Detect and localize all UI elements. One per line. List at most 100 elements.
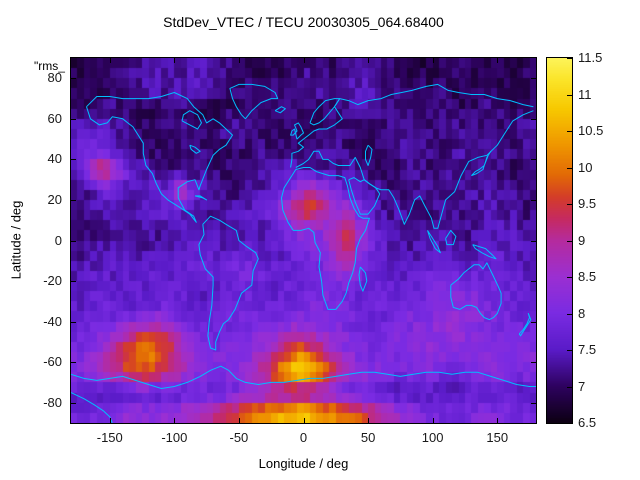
coastline — [86, 92, 233, 223]
colorbar-tick-mark — [567, 350, 572, 351]
x-tick-mark — [303, 418, 305, 423]
y-tick-mark — [71, 159, 76, 161]
colorbar-tick-label: 8 — [578, 305, 586, 321]
key-label: "rms_ — [34, 59, 65, 73]
colorbar-tick-mark — [567, 94, 572, 96]
x-tick-mark — [303, 58, 305, 63]
colorbar-tick-label: 9.5 — [578, 196, 597, 211]
y-tick-label: 80 — [47, 70, 62, 86]
x-tick-label: -100 — [161, 430, 188, 445]
y-tick-label: -80 — [43, 394, 62, 410]
colorbar-tick-label: 9 — [578, 232, 586, 248]
y-tick-mark — [531, 281, 536, 283]
y-tick-label: 40 — [47, 151, 62, 167]
coastline — [194, 195, 208, 201]
coastline — [198, 215, 259, 351]
y-tick-mark — [71, 118, 76, 120]
colorbar-tick-label: 11 — [578, 86, 592, 102]
x-tick-mark — [432, 58, 434, 63]
y-tick-mark — [531, 159, 536, 161]
colorbar-tick-label: 6.5 — [578, 415, 597, 430]
coastline — [181, 110, 202, 130]
colorbar-tick-mark — [567, 131, 572, 132]
coastline — [71, 392, 113, 423]
x-tick-mark — [174, 58, 176, 63]
y-tick-mark — [71, 78, 76, 80]
x-tick-mark — [432, 418, 434, 423]
coastline — [290, 122, 304, 140]
coastline — [445, 229, 457, 246]
coastline — [71, 365, 536, 389]
colorbar-tick-label: 11.5 — [578, 50, 603, 65]
y-tick-mark — [71, 199, 76, 201]
coastline — [472, 244, 497, 260]
colorbar-tick-mark — [567, 277, 572, 278]
x-tick-mark — [174, 418, 176, 423]
y-tick-label: 60 — [47, 110, 62, 126]
x-tick-mark — [109, 58, 111, 63]
x-tick-mark — [238, 418, 240, 423]
y-tick-label: -20 — [43, 273, 62, 289]
coastline — [450, 262, 502, 321]
coastline — [427, 230, 441, 254]
x-tick-label: 50 — [360, 430, 376, 445]
coastlines-overlay — [71, 83, 536, 423]
coastline — [358, 266, 368, 292]
y-tick-label: -60 — [43, 354, 62, 370]
x-tick-mark — [238, 58, 240, 63]
colorbar-tick-label: 7.5 — [578, 342, 597, 357]
y-tick-mark — [531, 402, 536, 404]
x-tick-label: 100 — [421, 430, 444, 445]
x-tick-label: -50 — [229, 430, 249, 445]
coastline — [348, 177, 381, 215]
y-tick-mark — [71, 362, 76, 364]
coastline — [189, 144, 201, 154]
coastline — [309, 98, 341, 126]
x-tick-label: 0 — [299, 430, 308, 445]
colorbar-tick-label: 7 — [578, 378, 586, 394]
coastline — [229, 83, 279, 120]
colorbar-tick-mark — [567, 204, 572, 205]
x-tick-mark — [497, 418, 499, 423]
y-tick-mark — [531, 118, 536, 120]
y-tick-label: -40 — [43, 313, 62, 329]
chart-title: StdDev_VTEC / TECU 20030305_064.68400 — [163, 14, 444, 30]
colorbar-tick-mark — [567, 167, 572, 169]
x-tick-label: -150 — [96, 430, 123, 445]
y-tick-mark — [71, 321, 76, 323]
map-plot-area — [70, 57, 537, 424]
coastline — [274, 106, 286, 114]
y-tick-mark — [531, 321, 536, 323]
coastline — [471, 150, 492, 177]
y-tick-mark — [71, 281, 76, 283]
x-tick-mark — [368, 418, 370, 423]
colorbar-tick-label: 10.5 — [578, 123, 604, 138]
coastline — [281, 167, 370, 310]
colorbar-tick-mark — [567, 423, 572, 424]
colorbar-tick-label: 10 — [578, 159, 593, 175]
y-tick-label: 20 — [47, 191, 62, 207]
y-tick-mark — [531, 78, 536, 80]
x-tick-label: 150 — [486, 430, 509, 445]
x-tick-mark — [368, 58, 370, 63]
y-tick-mark — [531, 199, 536, 201]
colorbar-tick-mark — [567, 58, 572, 59]
y-tick-mark — [531, 362, 536, 364]
colorbar-tick-mark — [567, 313, 572, 315]
coastline — [295, 110, 534, 229]
x-tick-mark — [497, 58, 499, 63]
x-axis-label: Longitude / deg — [258, 456, 349, 471]
y-tick-mark — [531, 240, 536, 242]
colorbar-tick-label: 8.5 — [578, 269, 597, 284]
x-tick-mark — [109, 418, 111, 423]
y-tick-label: 0 — [54, 232, 62, 248]
y-tick-mark — [71, 240, 76, 242]
colorbar-tick-mark — [567, 240, 572, 242]
heatmap-canvas — [71, 58, 536, 423]
coastline — [365, 144, 373, 166]
colorbar-tick-mark — [567, 386, 572, 388]
y-tick-mark — [71, 402, 76, 404]
coastline — [290, 83, 534, 168]
coastline — [518, 313, 532, 337]
